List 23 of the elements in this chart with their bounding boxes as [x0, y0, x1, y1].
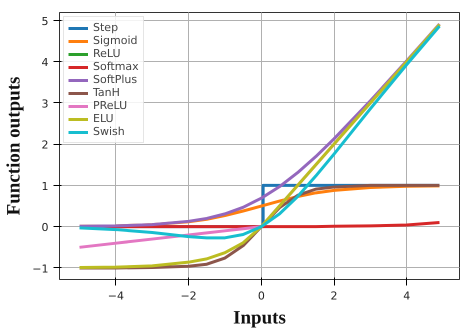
y-tick-label: 5: [42, 14, 48, 28]
x-tick-label: 0: [258, 290, 265, 302]
y-tick-label: 1: [42, 180, 48, 193]
x-tick-label: 4: [403, 290, 410, 302]
legend-label: Sigmoid: [93, 34, 138, 47]
legend-label: Step: [93, 21, 118, 34]
x-tick-label: −4: [108, 290, 124, 302]
legend-label: Swish: [93, 125, 125, 138]
legend-label: TanH: [93, 86, 120, 99]
legend-label: ReLU: [93, 47, 121, 60]
y-tick-label: 0: [42, 221, 48, 234]
y-tick-label: 4: [42, 56, 48, 70]
legend-label: ELU: [93, 112, 114, 125]
legend-label: Softmax: [93, 60, 139, 73]
x-tick-label: 2: [330, 290, 338, 302]
x-tick-label: −2: [180, 290, 197, 302]
y-tick-label: 3: [42, 97, 48, 110]
y-tick-label: −1: [32, 262, 49, 276]
y-tick-label: 2: [42, 138, 48, 152]
x-axis-title: Inputs: [233, 308, 286, 328]
legend-label: PReLU: [93, 99, 128, 112]
y-axis-title: Function outputs: [3, 76, 24, 216]
legend-label: SoftPlus: [93, 73, 138, 86]
